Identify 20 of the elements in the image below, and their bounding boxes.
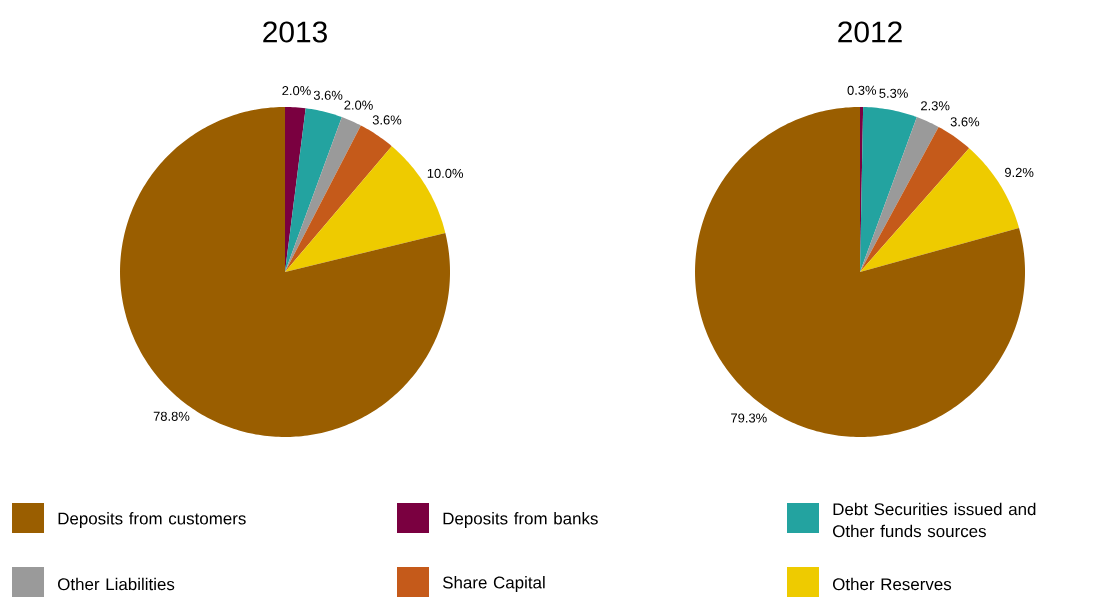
legend-label: Debt Securities issued and Other funds sources [833,502,1036,538]
data-label: 79.3% [731,413,767,423]
data-label: 2.3% [921,101,950,111]
data-label: 3.6% [313,90,343,100]
data-label: 2.0% [344,100,373,110]
data-label: 9.2% [1004,167,1034,177]
data-label: 5.3% [879,88,908,98]
legend-label: Other Reserves [833,577,952,591]
data-label: 3.6% [950,117,980,127]
chart-title: 2012 [838,21,902,43]
data-label: 10.0% [427,168,464,178]
data-label: 2.0% [282,86,311,96]
legend-label: Deposits from banks [443,512,598,528]
legend-label: Deposits from customers [58,512,246,528]
data-label: 0.3% [847,85,877,95]
data-label: 3.6% [372,115,402,125]
data-label: 78.8% [153,411,190,421]
legend-label: Other Liabilities [58,577,175,591]
chart-title: 2013 [263,21,327,43]
legend-label: Share Capital [442,576,545,592]
